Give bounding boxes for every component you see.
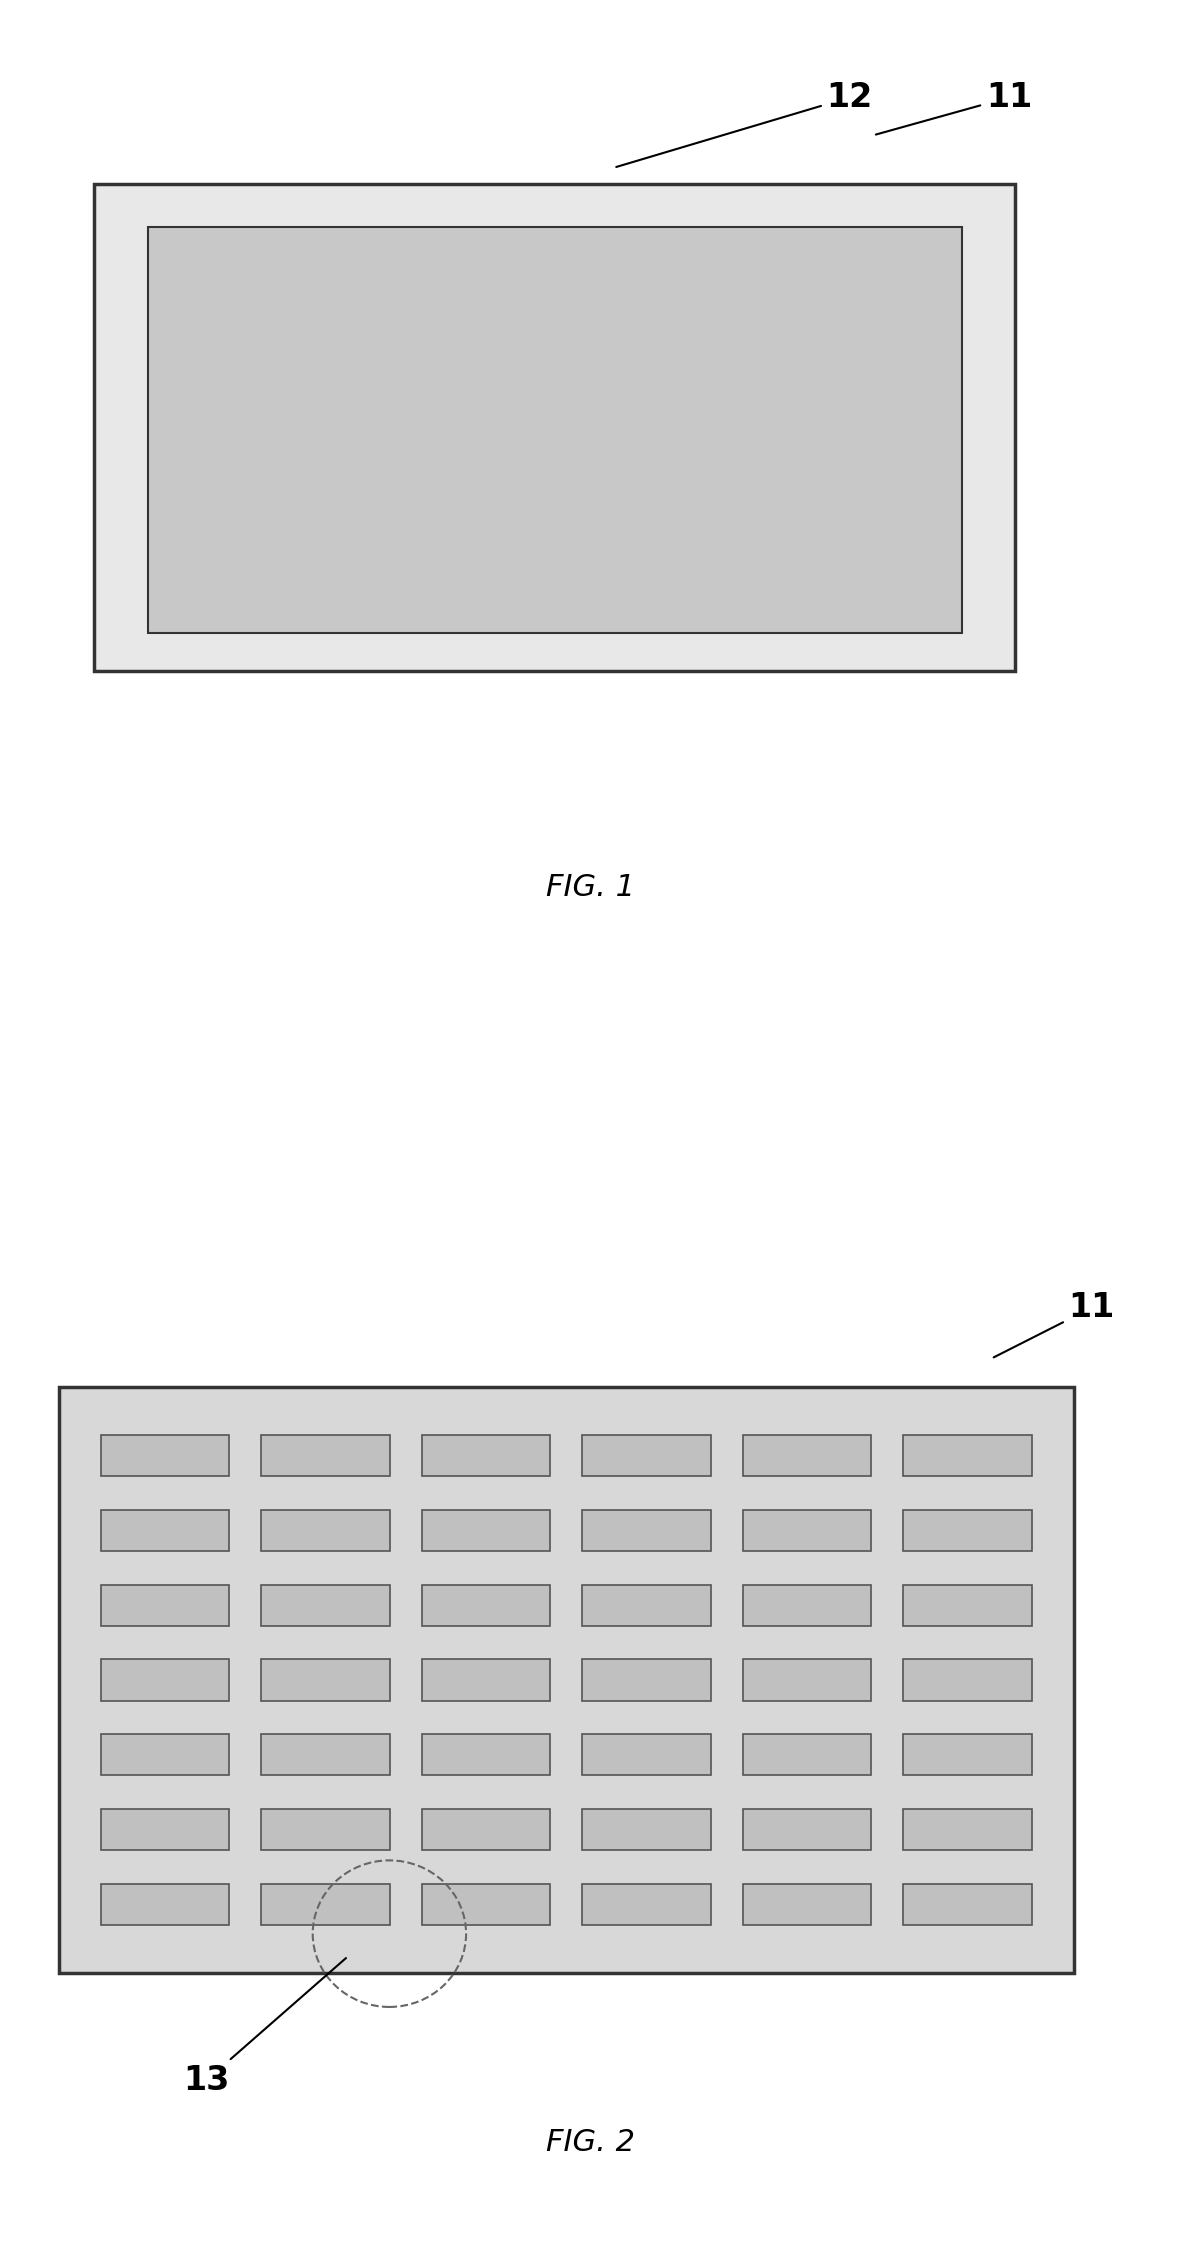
Bar <box>904 1734 1031 1775</box>
Bar <box>262 1734 389 1775</box>
Bar <box>422 1809 550 1849</box>
Bar <box>904 1809 1031 1849</box>
Bar <box>583 1809 710 1849</box>
Bar <box>422 1511 550 1551</box>
Bar <box>262 1434 389 1477</box>
Text: FIG. 1: FIG. 1 <box>545 873 635 902</box>
Bar <box>262 1511 389 1551</box>
Text: 11: 11 <box>876 81 1032 135</box>
Bar <box>101 1660 229 1700</box>
Text: FIG. 2: FIG. 2 <box>545 2129 635 2156</box>
Bar <box>262 1809 389 1849</box>
Bar <box>101 1809 229 1849</box>
Bar <box>743 1434 871 1477</box>
Bar <box>583 1511 710 1551</box>
Bar <box>904 1660 1031 1700</box>
Bar <box>262 1585 389 1626</box>
Bar <box>583 1660 710 1700</box>
Bar <box>743 1734 871 1775</box>
Bar <box>422 1434 550 1477</box>
Bar <box>904 1585 1031 1626</box>
Text: 12: 12 <box>616 81 873 167</box>
Bar <box>262 1660 389 1700</box>
Bar <box>101 1734 229 1775</box>
Bar <box>422 1660 550 1700</box>
Bar <box>904 1883 1031 1926</box>
Bar <box>262 1883 389 1926</box>
Bar <box>743 1511 871 1551</box>
Bar <box>101 1883 229 1926</box>
Bar <box>583 1585 710 1626</box>
Bar <box>583 1734 710 1775</box>
Bar <box>743 1660 871 1700</box>
Bar <box>422 1585 550 1626</box>
Bar <box>101 1511 229 1551</box>
Bar <box>583 1434 710 1477</box>
Bar <box>101 1434 229 1477</box>
Bar <box>148 228 962 634</box>
Bar <box>422 1734 550 1775</box>
Text: 13: 13 <box>183 1957 346 2097</box>
Bar <box>583 1883 710 1926</box>
Bar <box>743 1883 871 1926</box>
Bar <box>904 1434 1031 1477</box>
Bar <box>904 1511 1031 1551</box>
Bar <box>743 1585 871 1626</box>
Bar <box>94 185 1015 672</box>
Bar <box>743 1809 871 1849</box>
Bar <box>422 1883 550 1926</box>
Bar <box>59 1387 1074 1973</box>
Bar <box>101 1585 229 1626</box>
Text: 11: 11 <box>994 1292 1115 1358</box>
